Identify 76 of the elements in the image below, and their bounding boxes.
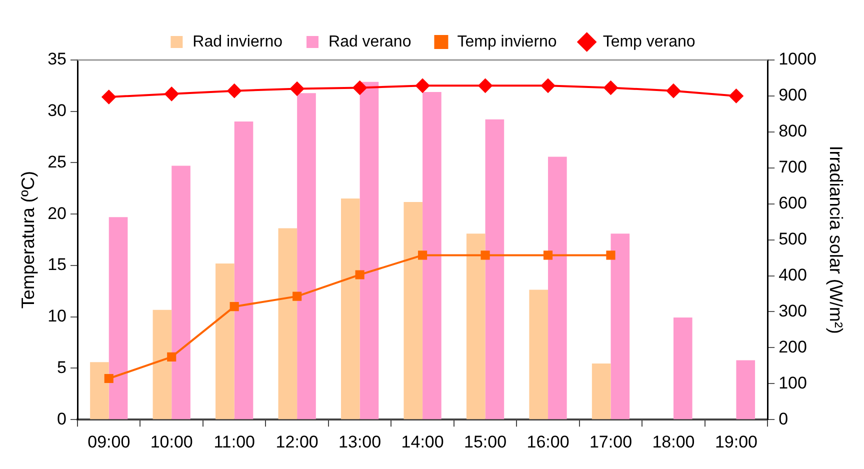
x-tick-label: 11:00 xyxy=(214,432,255,452)
point xyxy=(418,250,428,260)
bar xyxy=(592,364,611,420)
y-tick-label: 25 xyxy=(48,152,67,172)
bar xyxy=(404,202,423,420)
legend-label: Rad verano xyxy=(328,33,412,50)
point xyxy=(606,250,616,260)
y2-tick-label: 900 xyxy=(778,86,807,105)
y2-tick-label: 300 xyxy=(778,301,807,320)
y-tick-label: 35 xyxy=(48,50,67,69)
bar xyxy=(152,310,172,420)
legend-label: Rad invierno xyxy=(192,33,283,50)
bar xyxy=(736,360,756,420)
point xyxy=(478,78,492,93)
point xyxy=(541,78,556,93)
x-tick-label: 19:00 xyxy=(714,432,758,452)
y2-tick-label: 0 xyxy=(778,409,788,428)
y-tick-label: 10 xyxy=(48,306,67,326)
y2-axis-title: Irradiancia solar (W/m²) xyxy=(826,146,846,334)
bar xyxy=(108,217,128,420)
legend-label: Temp verano xyxy=(602,33,696,50)
y2-tick-label: 800 xyxy=(778,122,807,141)
y2-tick-label: 200 xyxy=(778,337,807,356)
bar xyxy=(234,121,254,420)
x-tick-label: 18:00 xyxy=(652,432,695,452)
bar xyxy=(172,166,190,420)
bar xyxy=(529,290,548,420)
point xyxy=(666,84,680,98)
bar xyxy=(278,228,298,420)
y-tick-label: 20 xyxy=(48,204,67,223)
bar xyxy=(297,93,316,420)
point xyxy=(164,86,179,101)
bar xyxy=(90,362,109,420)
bar xyxy=(340,198,360,420)
y-tick-label: 0 xyxy=(57,409,67,428)
point xyxy=(104,374,114,384)
y-tick-label: 15 xyxy=(48,255,67,274)
point xyxy=(355,270,364,280)
x-tick-label: 13:00 xyxy=(338,432,382,452)
legend-label: Temp invierno xyxy=(457,33,557,50)
x-tick-label: 12:00 xyxy=(276,432,318,452)
bar xyxy=(485,119,504,420)
point xyxy=(543,250,553,260)
y-axis-title: Temperatura (ºC) xyxy=(18,170,38,309)
y2-tick-label: 500 xyxy=(778,229,807,248)
x-tick-label: 10:00 xyxy=(150,432,193,452)
x-tick-label: 17:00 xyxy=(589,432,632,452)
x-tick-label: 09:00 xyxy=(88,432,130,452)
point xyxy=(227,84,242,98)
y2-tick-label: 700 xyxy=(778,158,807,177)
point xyxy=(729,88,744,103)
point xyxy=(604,80,618,95)
bar xyxy=(216,264,234,420)
point xyxy=(352,80,367,95)
x-tick-label: 15:00 xyxy=(464,432,507,452)
y-tick-label: 5 xyxy=(57,358,67,377)
y2-tick-label: 1000 xyxy=(778,50,816,69)
bar xyxy=(610,234,630,420)
x-tick-label: 16:00 xyxy=(526,432,570,452)
y2-tick-label: 400 xyxy=(778,265,807,284)
bar xyxy=(422,92,442,420)
y-tick-label: 30 xyxy=(48,101,67,120)
point xyxy=(416,78,430,93)
y2-tick-label: 600 xyxy=(778,194,807,213)
point xyxy=(230,302,239,312)
bar xyxy=(466,234,486,420)
bar xyxy=(673,317,692,420)
point xyxy=(167,352,176,362)
x-tick-label: 14:00 xyxy=(401,432,444,452)
point xyxy=(290,82,304,96)
point xyxy=(292,292,302,301)
bar xyxy=(360,82,379,420)
point xyxy=(480,250,490,260)
bar xyxy=(548,156,567,420)
y2-tick-label: 100 xyxy=(778,373,807,392)
point xyxy=(102,90,116,104)
